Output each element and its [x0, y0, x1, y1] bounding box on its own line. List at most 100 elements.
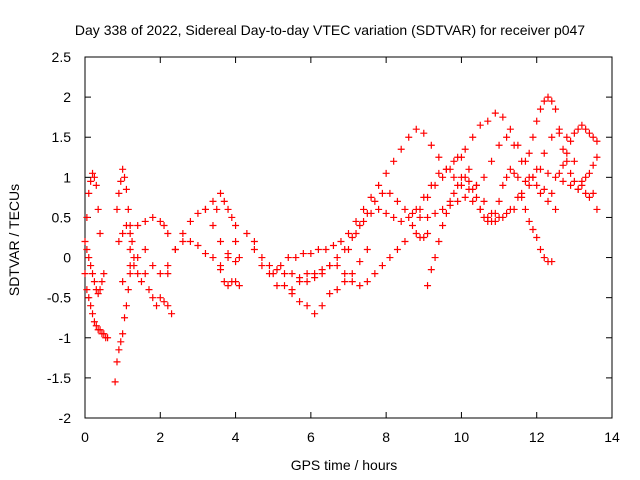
data-point — [525, 149, 533, 157]
plot-area-background — [85, 57, 612, 418]
data-point — [126, 262, 134, 270]
data-point — [81, 270, 89, 278]
series-track-e — [113, 165, 138, 262]
data-point — [318, 270, 326, 278]
data-point — [574, 125, 582, 133]
data-point — [431, 209, 439, 217]
data-point — [570, 157, 578, 165]
data-point — [582, 173, 590, 181]
data-point — [113, 205, 121, 213]
data-point — [529, 173, 537, 181]
data-point — [420, 193, 428, 201]
data-point — [81, 238, 89, 246]
data-point — [544, 197, 552, 205]
y-tick-label: 2 — [63, 89, 71, 105]
data-point — [533, 234, 541, 241]
data-point — [480, 197, 488, 205]
data-point — [83, 246, 91, 254]
data-point — [141, 246, 149, 254]
y-tick-label: 0 — [63, 250, 71, 266]
data-point — [495, 197, 503, 205]
data-point — [232, 278, 240, 286]
data-point — [454, 181, 462, 189]
data-point — [164, 302, 172, 310]
data-point — [124, 286, 132, 294]
data-point — [326, 262, 334, 270]
data-point — [87, 302, 95, 310]
data-point — [427, 181, 435, 189]
data-point — [420, 234, 428, 241]
data-point — [439, 173, 447, 181]
data-point — [405, 213, 413, 221]
data-point — [134, 254, 142, 262]
data-point — [424, 229, 432, 237]
data-point — [393, 197, 401, 205]
y-axis-label: SDTVAR / TECUs — [6, 184, 22, 296]
data-point — [378, 189, 386, 197]
data-point — [382, 209, 390, 217]
data-point — [559, 177, 567, 185]
data-point — [186, 217, 194, 225]
data-point — [145, 286, 153, 294]
data-point — [160, 298, 168, 306]
data-point — [514, 173, 522, 181]
data-point — [552, 205, 560, 213]
x-axis-label: GPS time / hours — [291, 457, 398, 473]
data-point — [235, 282, 243, 290]
data-point — [574, 185, 582, 193]
series-track-a — [81, 270, 112, 342]
x-tick-label: 10 — [454, 429, 470, 445]
series-track-q — [345, 129, 601, 254]
data-point — [121, 314, 129, 322]
data-point — [540, 185, 548, 193]
data-point — [503, 209, 511, 217]
data-point — [307, 250, 315, 258]
data-point — [83, 286, 91, 294]
plot-frame — [84, 56, 613, 419]
data-point — [299, 250, 307, 258]
data-point — [510, 169, 518, 177]
data-point — [454, 197, 462, 205]
data-point — [333, 286, 341, 294]
data-point — [570, 177, 578, 185]
x-tick-label: 8 — [382, 429, 390, 445]
data-point — [412, 205, 420, 213]
data-point — [164, 270, 172, 278]
data-point — [149, 294, 157, 302]
data-point — [186, 238, 194, 246]
data-point — [476, 121, 484, 129]
data-point — [356, 258, 364, 266]
data-point — [126, 246, 134, 254]
data-point — [412, 125, 420, 133]
data-point — [232, 258, 240, 266]
data-point — [126, 229, 134, 237]
data-point — [194, 209, 202, 217]
data-point — [89, 270, 97, 278]
data-point — [525, 181, 533, 189]
data-point — [518, 157, 526, 165]
data-point — [119, 278, 127, 286]
data-point — [296, 298, 304, 306]
data-point — [548, 258, 556, 266]
data-point — [119, 165, 127, 173]
data-point — [292, 254, 300, 262]
data-point — [503, 173, 511, 181]
series-track-k — [217, 266, 243, 290]
y-tick-label: -2 — [59, 410, 72, 426]
series-track-b — [81, 169, 104, 246]
data-point — [111, 378, 119, 386]
data-point — [94, 205, 102, 213]
data-point — [442, 165, 450, 173]
series-track-f — [115, 221, 176, 318]
plot-border — [84, 56, 613, 419]
data-point — [367, 193, 375, 201]
data-point — [87, 177, 95, 185]
y-tick-label: 1.5 — [52, 129, 72, 145]
series-track-h — [126, 213, 172, 237]
data-point — [156, 270, 164, 278]
data-point — [258, 254, 266, 262]
data-point — [265, 262, 273, 270]
data-point — [412, 229, 420, 237]
data-point — [220, 278, 228, 286]
